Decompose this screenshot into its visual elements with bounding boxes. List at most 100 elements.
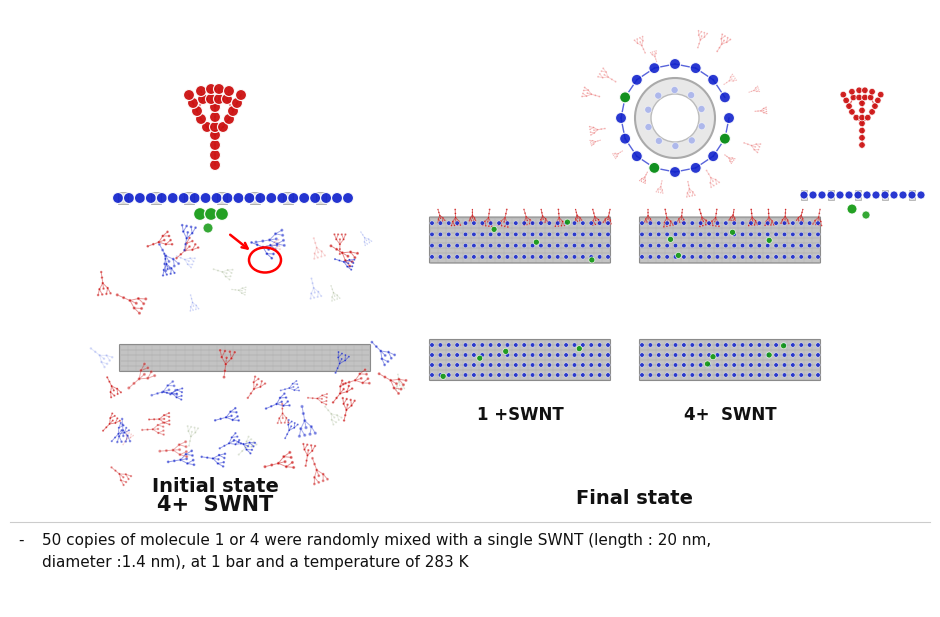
Circle shape — [760, 143, 761, 145]
Circle shape — [582, 93, 584, 94]
Circle shape — [645, 183, 646, 184]
Circle shape — [157, 424, 159, 426]
Circle shape — [505, 221, 509, 225]
Circle shape — [124, 441, 126, 442]
Circle shape — [649, 221, 652, 225]
Circle shape — [605, 343, 610, 347]
Circle shape — [344, 414, 347, 416]
Circle shape — [120, 429, 123, 431]
Circle shape — [618, 153, 619, 154]
Circle shape — [602, 77, 603, 78]
Circle shape — [243, 443, 244, 445]
Circle shape — [690, 363, 695, 367]
Circle shape — [749, 363, 753, 367]
Circle shape — [380, 350, 383, 352]
Circle shape — [325, 404, 327, 405]
Circle shape — [190, 294, 192, 296]
Circle shape — [437, 222, 439, 223]
Circle shape — [339, 385, 341, 387]
Circle shape — [196, 114, 207, 125]
Circle shape — [321, 295, 322, 297]
Circle shape — [532, 222, 533, 224]
Circle shape — [683, 222, 685, 223]
Circle shape — [856, 87, 862, 94]
Circle shape — [437, 209, 439, 210]
Circle shape — [307, 397, 309, 399]
Circle shape — [170, 267, 173, 270]
Circle shape — [472, 212, 473, 213]
Circle shape — [336, 248, 338, 251]
Circle shape — [734, 158, 735, 159]
Circle shape — [840, 91, 847, 98]
Circle shape — [313, 257, 316, 260]
Circle shape — [190, 267, 192, 268]
Circle shape — [751, 91, 752, 92]
Circle shape — [660, 186, 662, 188]
Circle shape — [526, 220, 528, 222]
Circle shape — [812, 223, 814, 225]
Circle shape — [378, 372, 381, 375]
Circle shape — [261, 246, 263, 248]
Circle shape — [353, 256, 356, 259]
Circle shape — [513, 353, 518, 357]
Circle shape — [749, 373, 753, 377]
Circle shape — [583, 89, 585, 91]
Circle shape — [649, 343, 652, 347]
Circle shape — [381, 357, 384, 360]
Circle shape — [168, 423, 170, 426]
Text: Final state: Final state — [576, 489, 694, 508]
Circle shape — [718, 47, 720, 49]
Circle shape — [708, 74, 719, 85]
Circle shape — [802, 218, 804, 220]
Circle shape — [278, 417, 280, 420]
Circle shape — [665, 373, 669, 377]
Circle shape — [231, 419, 234, 421]
Circle shape — [708, 223, 710, 225]
Circle shape — [191, 232, 194, 234]
Circle shape — [586, 95, 588, 97]
Circle shape — [168, 267, 171, 270]
Circle shape — [337, 298, 338, 300]
Circle shape — [649, 255, 652, 259]
Circle shape — [438, 373, 443, 377]
Circle shape — [190, 426, 192, 428]
Circle shape — [347, 262, 350, 264]
Circle shape — [334, 233, 336, 236]
Circle shape — [730, 220, 731, 221]
Circle shape — [210, 122, 221, 133]
Circle shape — [491, 226, 493, 228]
Circle shape — [725, 154, 726, 155]
Circle shape — [351, 268, 352, 271]
Circle shape — [333, 292, 335, 294]
Circle shape — [455, 353, 460, 357]
Circle shape — [807, 363, 812, 367]
Circle shape — [446, 363, 451, 367]
Circle shape — [200, 455, 203, 458]
Circle shape — [750, 209, 752, 210]
Circle shape — [316, 247, 318, 249]
Circle shape — [598, 244, 602, 248]
Circle shape — [314, 242, 317, 244]
Circle shape — [754, 224, 756, 226]
Circle shape — [649, 62, 660, 73]
Circle shape — [196, 86, 207, 96]
Circle shape — [347, 255, 350, 258]
Circle shape — [184, 243, 187, 246]
Circle shape — [387, 350, 390, 354]
Circle shape — [727, 37, 728, 39]
Circle shape — [309, 193, 321, 204]
Circle shape — [724, 221, 728, 225]
Circle shape — [195, 226, 196, 229]
Circle shape — [530, 244, 535, 248]
Circle shape — [599, 96, 601, 97]
Circle shape — [605, 221, 610, 225]
Circle shape — [529, 219, 531, 220]
Circle shape — [604, 128, 605, 130]
Circle shape — [504, 225, 506, 227]
Circle shape — [640, 373, 644, 377]
Circle shape — [234, 443, 237, 445]
Circle shape — [539, 363, 543, 367]
Circle shape — [730, 159, 731, 160]
Circle shape — [726, 41, 728, 43]
Circle shape — [767, 225, 769, 226]
